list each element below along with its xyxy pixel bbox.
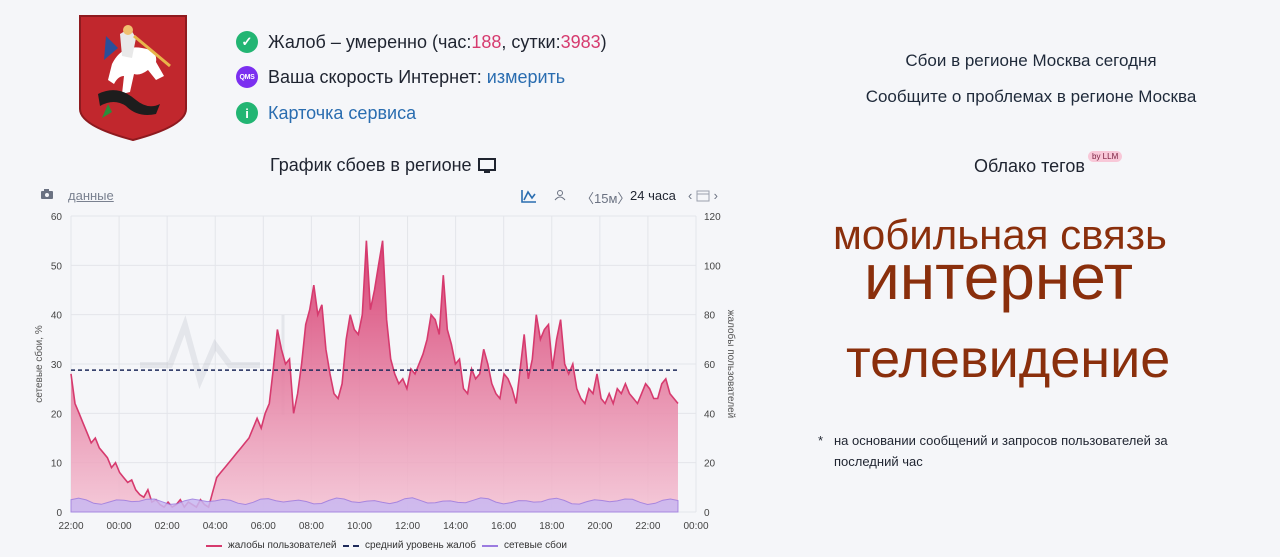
- y-left-axis-title: сетевые сбои, %: [33, 325, 45, 403]
- calendar-icon[interactable]: [696, 189, 710, 202]
- monitor-icon[interactable]: [477, 157, 496, 174]
- y-right-tick-label: 120: [704, 212, 721, 223]
- x-tick-label: 10:00: [347, 521, 372, 532]
- y-left-tick-label: 60: [51, 212, 63, 223]
- complaints-suffix: ): [600, 31, 607, 52]
- y-right-tick-label: 40: [704, 409, 716, 420]
- chart-title: График сбоев в регионе: [270, 155, 496, 176]
- region-outages-heading[interactable]: Сбои в регионе Москва сегодня: [905, 51, 1157, 70]
- watermark-logo: [140, 315, 285, 415]
- chevron-right-icon[interactable]: 〉: [617, 191, 631, 206]
- legend-complaints-label: жалобы пользователей: [228, 540, 337, 551]
- legend-average-swatch: [343, 544, 359, 547]
- y-left-tick-label: 40: [51, 311, 63, 322]
- legend-complaints[interactable]: жалобы пользователей: [206, 540, 337, 551]
- chevron-left-icon[interactable]: ‹: [688, 188, 693, 203]
- tag-mobile[interactable]: мобильная связь: [833, 211, 1167, 258]
- complaints-mid: , сутки:: [501, 31, 561, 52]
- footnote-text: на основании сообщений и запросов пользо…: [834, 433, 1168, 469]
- footnote-star: *: [818, 433, 824, 448]
- complaints-label: Жалоб – умеренно (час:: [268, 31, 472, 52]
- y-right-tick-label: 0: [704, 508, 710, 519]
- llm-badge: by LLM: [1088, 151, 1123, 162]
- x-tick-label: 22:00: [635, 521, 660, 532]
- network-outages-area: [70, 497, 679, 513]
- speed-test-row: QMS Ваша скорость Интернет: измерить: [236, 66, 565, 88]
- y-left-tick-label: 50: [51, 261, 63, 272]
- x-tick-label: 16:00: [491, 521, 516, 532]
- legend-network[interactable]: сетевые сбои: [482, 540, 567, 551]
- check-icon: ✓: [236, 31, 258, 53]
- tag-tv[interactable]: телевидение: [846, 329, 1171, 389]
- chart-series: [70, 240, 679, 513]
- qms-icon: QMS: [236, 66, 258, 88]
- y-left-tick-label: 20: [51, 409, 63, 420]
- x-tick-label: 20:00: [587, 521, 612, 532]
- user-icon[interactable]: [554, 189, 566, 204]
- x-tick-label: 04:00: [203, 521, 228, 532]
- y-left-tick-label: 0: [56, 508, 62, 519]
- chart-title-text: График сбоев в регионе: [270, 155, 472, 175]
- y-right-tick-label: 60: [704, 360, 716, 371]
- measure-speed-link[interactable]: измерить: [486, 66, 566, 87]
- x-tick-label: 18:00: [539, 521, 564, 532]
- y-right-tick-label: 20: [704, 459, 716, 470]
- period-label[interactable]: 24 часа: [630, 188, 676, 203]
- footnote: * на основании сообщений и запросов поль…: [818, 430, 1218, 472]
- report-problem-link[interactable]: Сообщите о проблемах в регионе Москва: [865, 87, 1197, 106]
- service-card-row: i Карточка сервиса: [236, 102, 416, 124]
- outage-chart: 22:00 00:00 02:00 04:00 06:00 08:00 10:00 12:00…: [33, 212, 737, 532]
- x-tick-label: 08:00: [299, 521, 324, 532]
- legend-average-label: средний уровень жалоб: [365, 540, 476, 551]
- legend-network-label: сетевые сбои: [504, 540, 567, 551]
- chart-type-icon[interactable]: [521, 189, 537, 206]
- hour-count: 188: [471, 31, 502, 52]
- legend-complaints-swatch: [206, 544, 222, 547]
- complaints-status: ✓ Жалоб – умеренно (час: 188 , сутки: 39…: [236, 31, 607, 53]
- y-right-tick-label: 80: [704, 311, 716, 322]
- legend-network-swatch: [482, 544, 498, 547]
- interval-selector[interactable]: 〈15м〉: [581, 188, 630, 207]
- info-icon: i: [236, 102, 258, 124]
- y-right-axis-title: жалобы пользователей: [725, 310, 737, 419]
- x-tick-label: 06:00: [251, 521, 276, 532]
- x-tick-label: 12:00: [395, 521, 420, 532]
- day-count: 3983: [560, 31, 601, 52]
- y-right-tick-label: 100: [704, 261, 721, 272]
- tag-internet[interactable]: интернет: [864, 241, 1133, 313]
- x-tick-label: 02:00: [155, 521, 180, 532]
- x-tick-label: 14:00: [443, 521, 468, 532]
- data-link[interactable]: данные: [68, 188, 114, 203]
- x-tick-label: 00:00: [107, 521, 132, 532]
- coat-of-arms-image: [78, 14, 188, 142]
- legend-average[interactable]: средний уровень жалоб: [343, 540, 476, 551]
- x-tick-label: 22:00: [58, 521, 83, 532]
- chevron-left-icon[interactable]: 〈: [581, 191, 595, 206]
- service-card-link[interactable]: Карточка сервиса: [268, 102, 417, 123]
- speed-label: Ваша скорость Интернет:: [268, 66, 482, 87]
- tag-cloud-title-text: Облако тегов: [974, 156, 1085, 176]
- complaints-area: [71, 240, 678, 512]
- date-nav[interactable]: ‹ ›: [688, 188, 718, 203]
- camera-icon[interactable]: [40, 188, 54, 203]
- x-tick-label: 00:00: [683, 521, 708, 532]
- tag-cloud-title: Облако тегов: [974, 156, 1085, 177]
- y-left-tick-label: 10: [51, 459, 63, 470]
- interval-label: 15м: [594, 191, 618, 206]
- chevron-right-icon[interactable]: ›: [713, 188, 718, 203]
- chart-axes: 22:00 00:00 02:00 04:00 06:00 08:00 10:00 12:00…: [33, 212, 737, 532]
- y-left-tick-label: 30: [51, 360, 63, 371]
